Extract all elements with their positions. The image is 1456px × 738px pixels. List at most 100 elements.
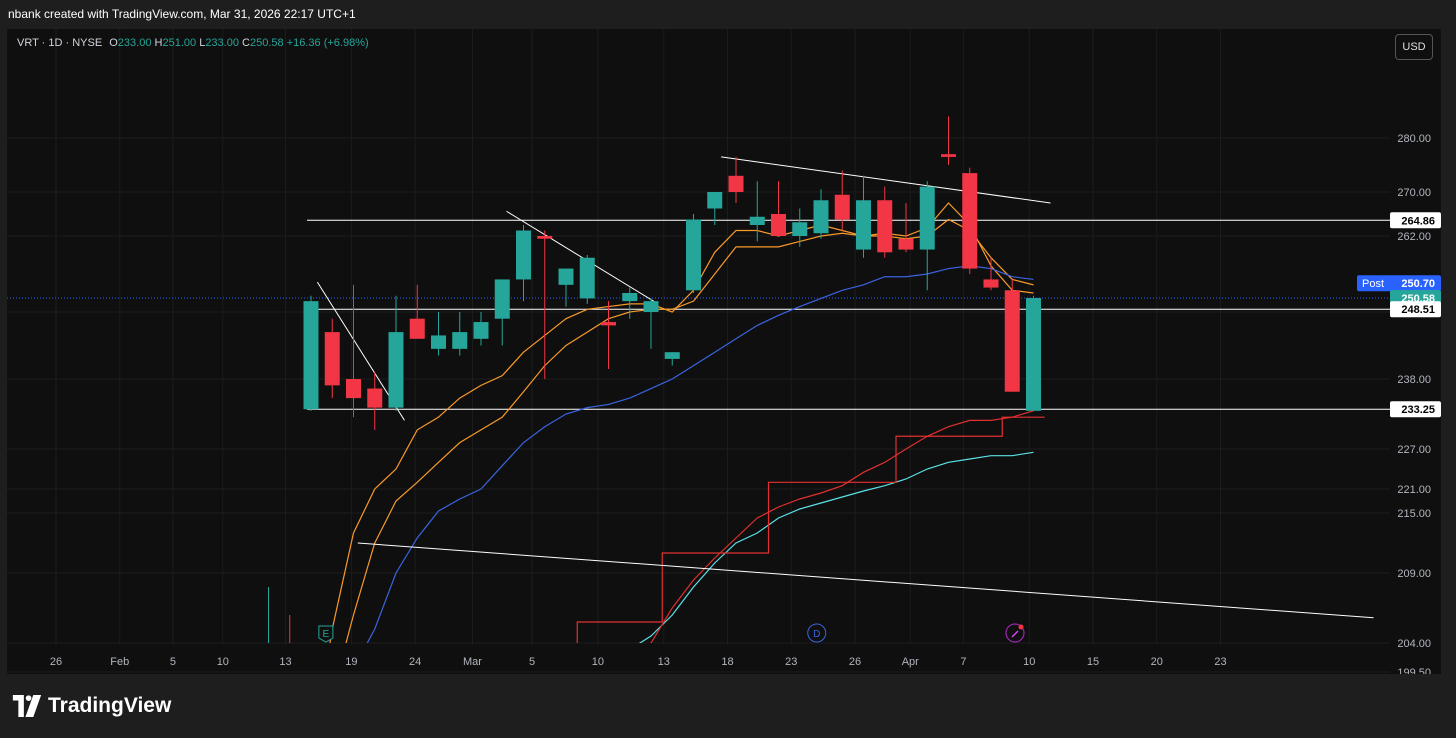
earnings-marker-icon <box>318 625 334 643</box>
y-axis-tick-label: 227.00 <box>1397 444 1431 456</box>
legend-close: 250.58 <box>249 37 284 49</box>
candle-body <box>813 200 829 234</box>
dividend-marker-icon <box>807 623 827 643</box>
candle-body <box>877 200 893 253</box>
candle-body <box>941 154 956 157</box>
candle-body <box>473 322 489 339</box>
ai-sparkle-dot <box>1018 624 1024 630</box>
y-axis-tick-label: 270.00 <box>1397 187 1431 199</box>
currency-button[interactable]: USD <box>1395 34 1433 60</box>
ema-slow-line <box>366 265 1034 643</box>
legend-close-label: C <box>242 37 250 49</box>
candle-body <box>1004 290 1020 392</box>
candle-body <box>686 219 701 291</box>
candle-body <box>1026 297 1041 411</box>
candle-body <box>516 230 531 280</box>
legend-high: 251.00 <box>162 37 197 49</box>
candle-body <box>771 214 786 236</box>
candle-body <box>856 200 871 250</box>
x-axis-tick-label: 24 <box>409 656 421 668</box>
level-price-bg <box>1390 301 1441 318</box>
level-price-label: 264.86 <box>1401 215 1435 227</box>
x-axis-tick-label: 10 <box>1023 656 1035 668</box>
dividend-marker-label: D <box>813 629 820 640</box>
x-axis-tick-label: 18 <box>721 656 733 668</box>
ema-mid-line <box>345 218 1034 643</box>
x-axis-tick-label: 10 <box>217 656 229 668</box>
legend-open: 233.00 <box>117 37 152 49</box>
lower-band-line <box>638 451 1034 643</box>
candle-body <box>494 279 510 319</box>
x-axis-tick-label: Mar <box>463 656 482 668</box>
ohlc-legend: VRT · 1D · NYSE O233.00 H251.00 L233.00 … <box>17 37 369 49</box>
y-axis-tick-label: 280.00 <box>1397 133 1431 145</box>
candle-body <box>537 236 553 239</box>
y-axis-tick-label: 204.00 <box>1397 638 1431 650</box>
candle-body <box>664 352 680 359</box>
brand-name: TradingView <box>48 694 172 717</box>
y-axis-tick-label: 238.00 <box>1397 374 1431 386</box>
legend-change: +16.36 (+6.98%) <box>286 37 369 49</box>
candle-body <box>983 279 999 288</box>
x-axis-tick-label: 13 <box>658 656 670 668</box>
level-price-bg <box>1390 212 1441 229</box>
candle-body <box>324 332 340 386</box>
x-axis-tick-label: 20 <box>1151 656 1163 668</box>
candle-body <box>622 293 638 302</box>
ema-fast-line <box>329 202 1034 643</box>
x-axis-tick-label: 5 <box>529 656 535 668</box>
candle-body <box>962 173 978 269</box>
candle-body <box>261 656 276 674</box>
chart-area[interactable]: 280.00270.00262.00248.00238.00227.00221.… <box>7 29 1441 674</box>
legend-open-label: O <box>109 37 118 49</box>
candle-body <box>601 322 616 326</box>
candle-body <box>409 318 425 339</box>
candle-body <box>728 175 744 192</box>
x-axis-tick-label: 26 <box>849 656 861 668</box>
candle-body <box>558 268 574 285</box>
x-axis-tick-label: 15 <box>1087 656 1099 668</box>
candle-body <box>431 335 446 349</box>
y-axis-tick-label: 209.00 <box>1397 568 1431 580</box>
legend-symbol: VRT · 1D · NYSE <box>17 37 103 49</box>
y-axis-tick-label: 221.00 <box>1397 484 1431 496</box>
post-price-tag: Post <box>1362 278 1384 290</box>
step-line <box>576 416 1045 643</box>
chart-credit: nbank created with TradingView.com, Mar … <box>8 7 356 21</box>
x-axis-tick-label: 10 <box>592 656 604 668</box>
tradingview-logo: TradingView <box>12 694 171 718</box>
level-price-label: 248.51 <box>1401 304 1435 316</box>
legend-low-label: L <box>199 37 206 49</box>
candle-body <box>643 301 659 312</box>
y-axis-tick-label: 215.00 <box>1397 508 1431 520</box>
x-axis-tick-label: 23 <box>1214 656 1226 668</box>
y-axis-tick-label: 262.00 <box>1397 231 1431 243</box>
earnings-marker-label: E <box>323 629 330 640</box>
x-axis-tick-label: Apr <box>902 656 919 668</box>
trend-line <box>357 542 1374 619</box>
x-axis-tick-label: Feb <box>110 656 129 668</box>
candle-body <box>749 216 765 225</box>
x-axis-tick-label: 7 <box>960 656 966 668</box>
candle-body <box>452 332 468 349</box>
candle-body <box>579 257 595 299</box>
top-bar: nbank created with TradingView.com, Mar … <box>0 0 1456 30</box>
x-axis-tick-label: 19 <box>345 656 357 668</box>
x-axis-tick-label: 13 <box>279 656 291 668</box>
tradingview-logo-icon <box>12 695 42 717</box>
candle-body <box>919 186 935 250</box>
x-axis-tick-label: 26 <box>50 656 62 668</box>
legend-high-label: H <box>154 37 163 49</box>
candle-body <box>388 332 404 408</box>
price-chart[interactable]: 280.00270.00262.00248.00238.00227.00221.… <box>7 29 1441 674</box>
candle-body <box>346 379 361 399</box>
trend-line <box>506 210 656 303</box>
plot-layer <box>7 116 1390 674</box>
x-axis-tick-label: 5 <box>170 656 176 668</box>
candle-body <box>707 192 723 209</box>
legend-low: 233.00 <box>205 37 239 49</box>
trend-line <box>721 156 1051 204</box>
trailing-line <box>649 410 1034 643</box>
post-price-value: 250.70 <box>1401 278 1435 290</box>
candle-body <box>898 238 914 250</box>
